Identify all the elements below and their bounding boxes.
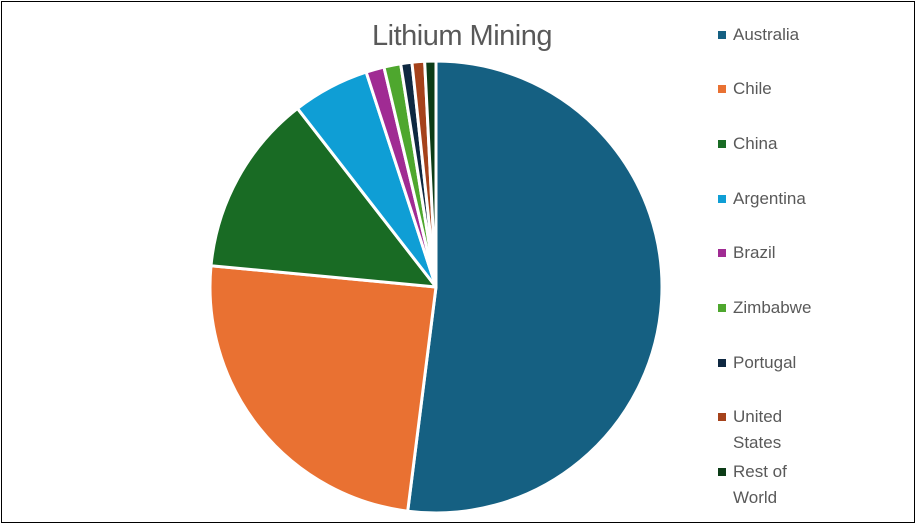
pie-slice-chile [208,264,438,513]
legend-swatch [718,304,726,312]
legend-label: Rest of [733,462,787,481]
legend-swatch [718,140,726,148]
chart-title: Lithium Mining [372,20,552,52]
legend-label: Argentina [733,189,806,208]
legend-swatch [718,31,726,39]
legend-label: Australia [733,25,800,44]
legend-label: Zimbabwe [733,298,812,317]
legend-label: Chile [733,79,772,98]
legend-label: United [733,407,783,426]
legend-label: Portugal [733,353,797,372]
legend-label: States [733,433,782,452]
pie-slice-china [209,106,438,289]
legend-label: World [733,488,778,507]
legend-label: China [733,134,778,153]
legend-swatch [718,195,726,203]
legend-swatch [718,85,726,93]
pie-slice-rest-of-world [423,59,438,289]
legend-label: Brazil [733,243,776,262]
legend-swatch [718,413,726,421]
legend-swatch [718,468,726,476]
pie-slice-australia [406,59,664,515]
legend-swatch [718,359,726,367]
legend-swatch [718,249,726,257]
